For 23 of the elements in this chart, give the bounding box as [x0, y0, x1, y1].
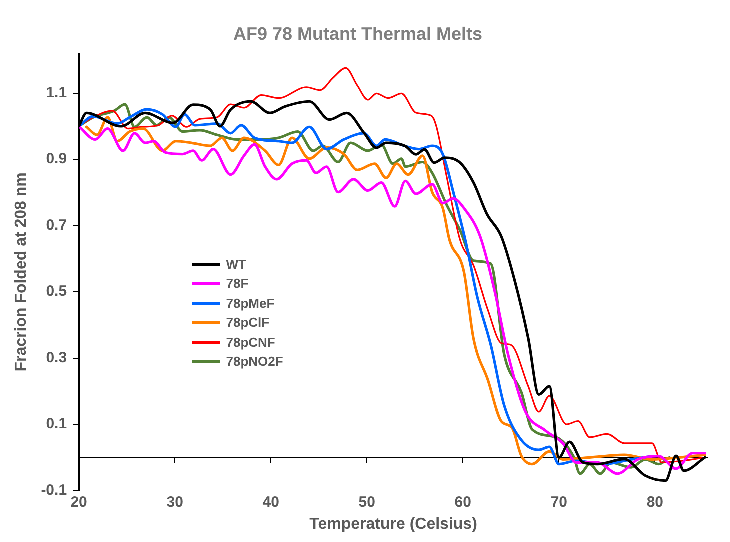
legend-label: 78pCNF [226, 334, 276, 350]
legend-label: 78pMeF [226, 296, 275, 311]
x-tick-label: 30 [166, 494, 184, 511]
y-tick-label: 0.9 [46, 150, 68, 168]
x-tick-label: 60 [454, 494, 472, 511]
x-tick-label: 20 [70, 494, 88, 511]
y-tick-label: 0.1 [46, 416, 68, 433]
chart-title: AF9 78 Mutant Thermal Melts [233, 24, 483, 44]
legend-label: 78F [226, 276, 249, 292]
x-tick-label: 80 [646, 494, 664, 511]
x-tick-label: 50 [358, 494, 376, 511]
legend-label: 78pNO2F [226, 354, 284, 370]
legend-label: WT [226, 256, 246, 272]
y-tick-label: -0.1 [41, 482, 68, 499]
y-tick-label: 0.5 [46, 283, 68, 300]
x-tick-label: 40 [262, 494, 280, 511]
x-axis-title: Temperature (Celsius) [310, 516, 478, 533]
x-tick-label: 70 [550, 494, 568, 511]
y-tick-label: 0.7 [46, 216, 68, 234]
y-axis-title: Fracrion Folded at 208 nm [13, 172, 30, 372]
legend-label: 78pClF [226, 315, 270, 330]
y-tick-label: 0.3 [46, 349, 68, 366]
y-tick-label: 1.1 [46, 84, 68, 102]
